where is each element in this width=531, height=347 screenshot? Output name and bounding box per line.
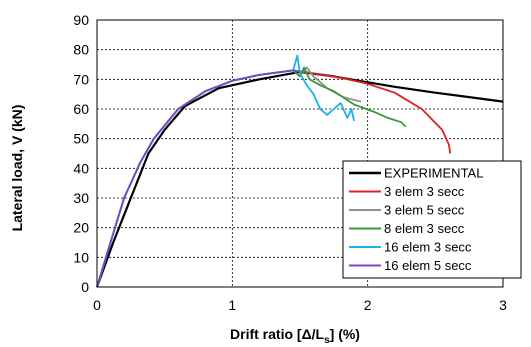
x-axis-title: Drift ratio [Δ/Ls] (%) [230, 326, 360, 346]
legend-label: 8 elem 3 secc [384, 221, 465, 236]
y-tick-label: 30 [73, 190, 89, 206]
x-axis-title-subscript: s [324, 335, 330, 346]
grid-lines [97, 20, 503, 287]
axis-ticks: 0 10 20 30 40 50 60 70 80 90 0 1 2 3 [73, 12, 507, 313]
x-axis-title-part: Drift ratio [Δ/L [230, 326, 325, 342]
y-tick-label: 70 [73, 71, 89, 87]
x-tick-label: 0 [93, 297, 101, 313]
y-tick-label: 0 [81, 279, 89, 295]
legend-label: EXPERIMENTAL [384, 166, 483, 181]
y-tick-label: 20 [73, 220, 89, 236]
legend-label: 3 elem 5 secc [384, 203, 465, 218]
y-tick-label: 50 [73, 131, 89, 147]
legend: EXPERIMENTAL 3 elem 3 secc 3 elem 5 secc 8 … [342, 160, 522, 279]
x-axis-title-part: ] (%) [330, 326, 360, 342]
legend-label: 16 elem 3 secc [384, 240, 472, 255]
y-axis-title: Lateral load, V (kN) [9, 105, 25, 232]
legend-box [342, 160, 522, 279]
series-lines [95, 54, 504, 288]
x-tick-label: 1 [228, 297, 236, 313]
series-line [95, 70, 504, 288]
y-tick-label: 80 [73, 42, 89, 58]
y-tick-label: 90 [73, 12, 89, 28]
series-line [96, 66, 362, 288]
x-tick-label: 3 [499, 297, 507, 313]
y-tick-label: 60 [73, 101, 89, 117]
legend-label: 3 elem 3 secc [384, 184, 465, 199]
legend-label: 16 elem 5 secc [384, 258, 472, 273]
y-tick-label: 10 [73, 249, 89, 265]
y-tick-label: 40 [73, 160, 89, 176]
x-tick-label: 2 [364, 297, 372, 313]
series-line [96, 69, 301, 288]
plot-area-frame [96, 19, 504, 288]
